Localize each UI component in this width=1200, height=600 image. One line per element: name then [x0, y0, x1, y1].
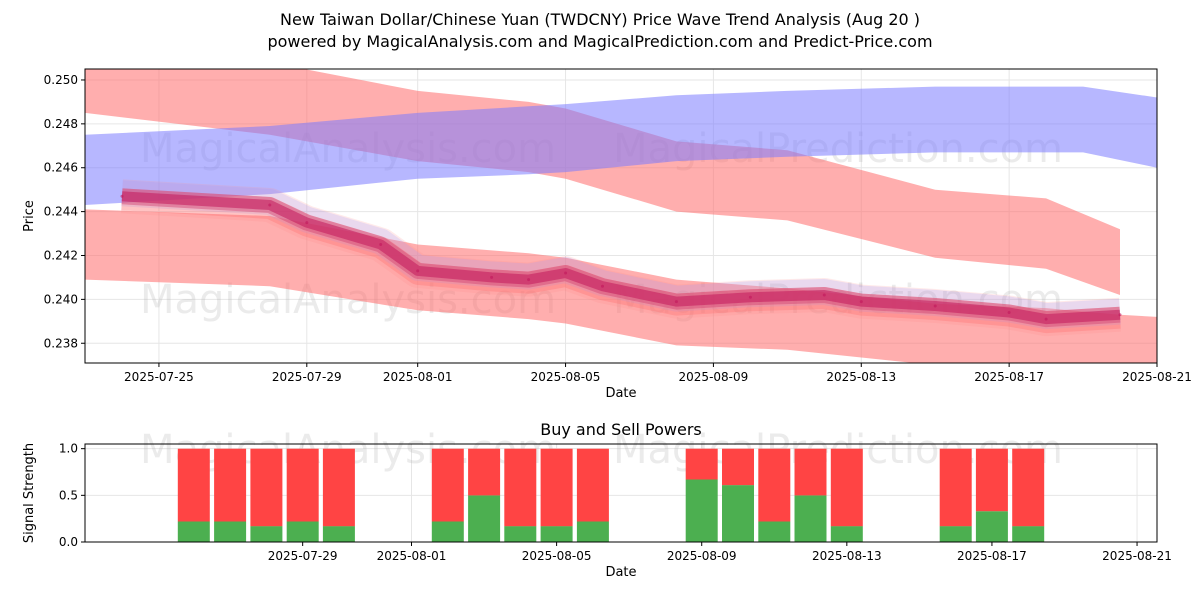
top-plot-area	[85, 69, 1157, 363]
buy-bar	[214, 521, 247, 542]
price-wave-point	[822, 293, 826, 297]
sell-bar	[576, 448, 609, 522]
top-frame	[84, 68, 1158, 364]
bottom-xtick-label: 2025-08-05	[522, 549, 592, 563]
price-wave-point	[120, 194, 124, 198]
price-wave-point	[674, 300, 678, 304]
sell-bar	[722, 448, 754, 486]
top-xtick-label: 2025-08-09	[679, 370, 749, 384]
bottom-xlabel: Date	[605, 565, 636, 580]
buy-bar	[177, 521, 210, 542]
price-wave-point	[1007, 311, 1011, 314]
sell-bar	[794, 448, 827, 496]
sell-bar	[685, 448, 718, 480]
buy-bar	[975, 511, 1008, 542]
bottom-ylabel: Signal Strength	[22, 443, 37, 543]
top-ytick-label: 0.246	[44, 161, 78, 175]
sell-bar	[939, 448, 972, 527]
buy-bar	[722, 485, 754, 542]
chart-title: New Taiwan Dollar/Chinese Yuan (TWDCNY) …	[279, 10, 921, 29]
sell-bar	[504, 448, 537, 527]
bottom-frame	[84, 443, 1158, 543]
bottom-xtick-label: 2025-08-21	[1102, 549, 1172, 563]
sell-bar	[540, 448, 573, 527]
buy-bar	[685, 479, 718, 542]
bottom-xtick-label: 2025-08-01	[377, 549, 447, 563]
sell-bar	[1012, 448, 1045, 527]
bottom-xtick-label: 2025-07-29	[268, 549, 338, 563]
price-wave-point	[748, 295, 752, 299]
buy-bar	[939, 526, 972, 542]
bottom-ytick-label: 0.5	[59, 488, 78, 502]
buy-bar	[468, 495, 501, 542]
sell-bar	[286, 448, 319, 522]
price-wave-point	[601, 284, 604, 288]
top-xtick-label: 2025-08-01	[383, 370, 453, 384]
price-wave-point	[564, 271, 568, 275]
top-xtick-label: 2025-08-17	[974, 370, 1044, 384]
top-xtick-label: 2025-07-25	[124, 370, 194, 384]
buy-bar	[504, 526, 537, 542]
top-xtick-label: 2025-08-13	[826, 370, 896, 384]
buy-bar	[1012, 526, 1045, 542]
buy-bar	[576, 521, 609, 542]
sell-bar	[830, 448, 863, 527]
buy-bar	[540, 526, 573, 542]
sell-bar	[250, 448, 283, 527]
bottom-ytick-label: 1.0	[59, 442, 78, 456]
price-wave-point	[1044, 317, 1048, 321]
top-ytick-label: 0.238	[44, 336, 78, 350]
sell-bar	[468, 448, 501, 496]
top-xtick-label: 2025-08-05	[531, 370, 601, 384]
buy-bar	[250, 526, 283, 542]
sell-bar	[431, 448, 464, 522]
sell-bar	[975, 448, 1008, 512]
sell-bar	[214, 448, 247, 522]
top-xtick-label: 2025-08-21	[1122, 370, 1192, 384]
top-ytick-label: 0.248	[44, 117, 78, 131]
bottom-title: Buy and Sell Powers	[540, 420, 702, 439]
bottom-xtick-label: 2025-08-09	[667, 549, 737, 563]
buy-bar	[794, 495, 827, 542]
price-wave-point	[933, 304, 937, 308]
top-xtick-label: 2025-07-29	[272, 370, 342, 384]
price-wave-point	[268, 203, 272, 207]
sell-bar	[322, 448, 355, 527]
bottom-ytick-label: 0.0	[59, 535, 78, 549]
top-ytick-label: 0.244	[44, 205, 78, 219]
top-ytick-label: 0.240	[44, 292, 78, 306]
buy-bar	[431, 521, 464, 542]
price-wave-point	[527, 278, 531, 282]
blue-band	[85, 86, 1157, 205]
price-wave-point	[1118, 313, 1122, 317]
price-wave-point	[379, 243, 383, 246]
buy-bar	[286, 521, 319, 542]
buy-bar	[830, 526, 863, 542]
top-xlabel: Date	[605, 386, 636, 401]
price-wave-point	[859, 300, 863, 304]
sell-bar	[177, 448, 210, 522]
price-wave-point	[416, 269, 420, 273]
top-ytick-label: 0.242	[44, 248, 78, 262]
bottom-xtick-label: 2025-08-17	[957, 549, 1027, 563]
price-wave-point	[305, 221, 309, 225]
sell-bar	[758, 448, 791, 522]
top-ylabel: Price	[22, 200, 37, 232]
buy-bar	[758, 521, 791, 542]
chart-subtitle: powered by MagicalAnalysis.com and Magic…	[267, 32, 933, 51]
price-wave-point	[490, 275, 494, 279]
bottom-xtick-label: 2025-08-13	[812, 549, 882, 563]
buy-bar	[322, 526, 355, 542]
top-ytick-label: 0.250	[44, 73, 78, 87]
